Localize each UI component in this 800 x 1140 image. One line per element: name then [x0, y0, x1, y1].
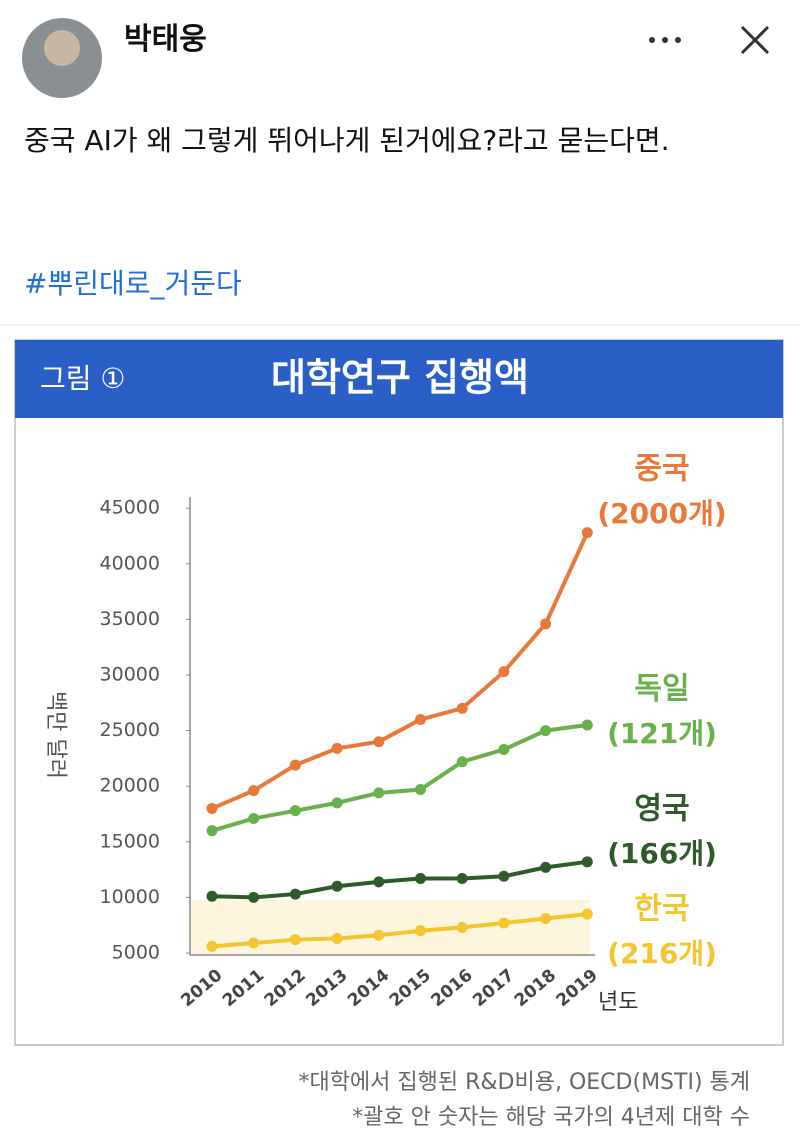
data-point: [373, 787, 385, 799]
data-point: [581, 856, 593, 868]
data-point: [540, 913, 552, 925]
data-point: [415, 784, 426, 796]
y-tick-label: 10000: [100, 886, 160, 908]
data-point: [498, 917, 510, 929]
series-note: (121개): [607, 717, 717, 750]
data-point: [248, 891, 260, 903]
author-name[interactable]: 박태웅: [124, 22, 207, 57]
series-line: [211, 912, 588, 949]
data-point: [540, 725, 552, 737]
series-line: [211, 859, 588, 900]
series-note: (166개): [607, 837, 717, 870]
y-tick-label: 5000: [112, 942, 160, 964]
y-tick-label: 40000: [100, 552, 160, 574]
series-line: [211, 531, 590, 811]
data-point: [498, 744, 510, 756]
data-point: [206, 890, 218, 902]
chart-title: 대학연구 집행액: [271, 356, 529, 400]
hashtag[interactable]: #뿌린대로_거둔다: [24, 267, 242, 300]
data-point: [248, 812, 260, 824]
data-point: [289, 888, 301, 900]
data-point: [331, 933, 343, 945]
series-name: 독일: [634, 672, 689, 707]
data-point: [540, 618, 552, 630]
data-point: [289, 805, 301, 817]
data-point: [415, 713, 426, 725]
data-point: [415, 925, 426, 937]
data-point: [456, 921, 468, 933]
y-axis-title: 백만 달러: [43, 691, 68, 779]
data-point: [206, 802, 218, 814]
data-point: [289, 934, 301, 946]
data-point: [373, 736, 385, 748]
y-tick-label: 30000: [100, 664, 160, 686]
data-point: [289, 759, 301, 771]
more-button[interactable]: [649, 37, 681, 43]
post-text: 중국 AI가 왜 그렇게 뛰어나게 된거에요?라고 묻는다면.: [24, 124, 670, 157]
data-point: [581, 719, 593, 731]
series-name: 한국: [634, 892, 689, 927]
figure-label: 그림 ①: [40, 362, 126, 395]
footnote: *대학에서 집행된 R&D비용, OECD(MSTI) 통계: [298, 1070, 750, 1095]
close-button[interactable]: [740, 25, 770, 55]
data-point: [373, 929, 385, 941]
series-note: (2000개): [597, 497, 726, 530]
y-tick-label: 20000: [100, 775, 160, 797]
chart-header: [15, 340, 783, 418]
data-point: [581, 908, 593, 920]
y-tick-label: 45000: [100, 497, 160, 519]
data-point: [206, 825, 218, 837]
series-name: 중국: [634, 452, 689, 487]
series-name: 영국: [634, 792, 689, 827]
data-point: [540, 861, 552, 873]
data-point: [456, 702, 468, 714]
data-point: [331, 797, 343, 809]
data-point: [248, 785, 260, 797]
series-note: (216개): [607, 937, 717, 970]
y-tick-label: 25000: [100, 719, 160, 741]
series-line: [211, 723, 588, 833]
y-tick-label: 15000: [100, 830, 160, 852]
avatar-face: [44, 30, 80, 66]
data-point: [498, 666, 510, 678]
y-tick-label: 35000: [100, 608, 160, 630]
data-point: [248, 937, 260, 949]
data-point: [456, 872, 468, 884]
data-point: [206, 940, 218, 952]
data-point: [331, 880, 343, 892]
x-axis-title: 년도: [598, 990, 638, 1015]
data-point: [331, 742, 343, 754]
data-point: [581, 527, 593, 539]
data-point: [498, 870, 510, 882]
data-point: [456, 756, 468, 768]
data-point: [373, 876, 385, 888]
data-point: [415, 872, 426, 884]
footnote: *괄호 안 숫자는 해당 국가의 4년제 대학 수: [352, 1105, 750, 1130]
